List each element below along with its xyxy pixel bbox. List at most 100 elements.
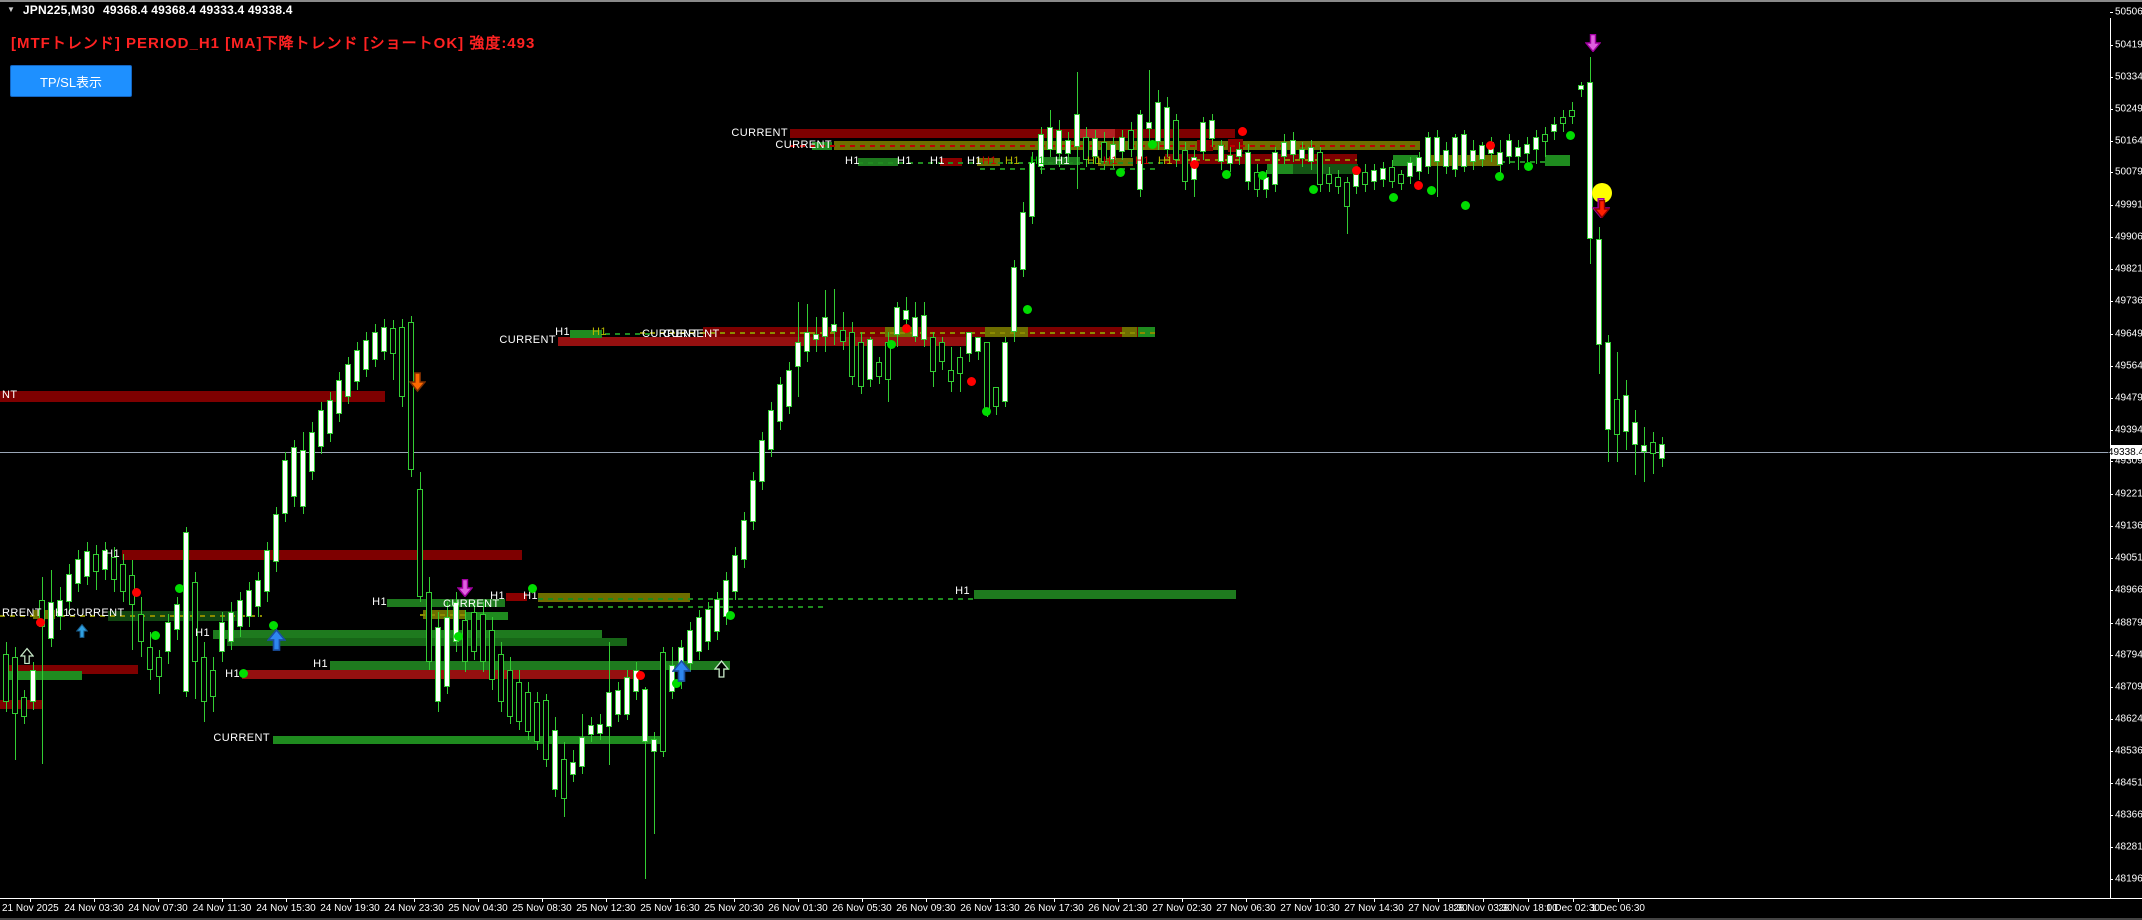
candle-body	[795, 342, 801, 367]
candle-body	[1524, 144, 1530, 154]
candle-body	[201, 657, 207, 702]
dashed-level-line	[538, 606, 825, 608]
green-signal-dot	[1023, 305, 1032, 314]
candle-wick	[951, 347, 952, 392]
candle-body	[1128, 130, 1134, 150]
candle-wick	[834, 289, 835, 345]
price-axis-tick	[2110, 623, 2113, 624]
candle-body	[102, 550, 108, 570]
zone-bar	[273, 736, 660, 744]
zone-bar	[213, 630, 602, 639]
time-axis-tick	[1118, 898, 1119, 902]
price-axis-label: 48536.5	[2115, 745, 2142, 757]
candle-body	[543, 700, 549, 760]
price-axis[interactable]: 50506.5 50419.0 50334.0 50249.0 50164.0 50079…	[2110, 2, 2142, 898]
price-axis-label: 48709.0	[2115, 681, 2142, 693]
candle-body	[651, 739, 657, 752]
candle-body	[147, 647, 153, 670]
time-axis-label: 25 Nov 04:30	[448, 903, 508, 914]
time-axis-tick	[286, 898, 287, 902]
time-axis-tick	[862, 898, 863, 902]
candle-body	[1569, 110, 1575, 117]
candle-body	[48, 602, 54, 639]
zone-bar	[465, 612, 508, 620]
collapse-triangle-icon[interactable]: ▼	[7, 5, 15, 14]
time-axis-label: 25 Nov 16:30	[640, 903, 700, 914]
zone-label: CURRENT	[213, 732, 270, 744]
chart-plot-area[interactable]: CURRENT CURRENT H1 H1 H1 H1 H1 H1 H1 H1 H1 H1 H1 H1 CU…	[0, 18, 2110, 898]
zone-bar	[790, 129, 1235, 138]
zone-label: H1	[55, 607, 70, 619]
candle-body	[1353, 174, 1359, 187]
candle-body	[615, 690, 621, 715]
candle-body	[1092, 138, 1098, 157]
time-axis-label: 26 Nov 17:30	[1024, 903, 1084, 914]
candle-body	[1479, 145, 1485, 160]
candle-body	[1452, 137, 1458, 170]
green-signal-dot	[982, 407, 991, 416]
candle-body	[84, 551, 90, 577]
zone-label: H1	[1103, 155, 1118, 167]
price-axis-label: 48966.5	[2115, 584, 2142, 596]
candle-body	[930, 337, 936, 372]
zone-bar	[3, 665, 138, 674]
candle-body	[1515, 147, 1521, 157]
zone-label: H1	[967, 155, 982, 167]
price-axis-tick	[2110, 430, 2113, 431]
candle-body	[705, 609, 711, 642]
zone-label: CURRENT	[68, 607, 125, 619]
candle-body	[669, 665, 675, 692]
current-price-badge: 49338.4	[2107, 445, 2142, 459]
time-axis-tick	[1246, 898, 1247, 902]
candle-body	[1020, 212, 1026, 270]
price-axis-label: 49906.5	[2115, 231, 2142, 243]
candle-body	[1155, 102, 1161, 142]
time-axis-tick	[1438, 898, 1439, 902]
zone-label: H1	[372, 596, 387, 608]
candle-body	[21, 697, 27, 717]
candle-body	[732, 555, 738, 592]
red-signal-dot	[132, 588, 141, 597]
candle-body	[570, 762, 576, 775]
green-signal-dot	[1309, 185, 1318, 194]
candle-body	[1290, 140, 1296, 155]
time-axis-label: 26 Nov 05:30	[832, 903, 892, 914]
time-axis-tick	[606, 898, 607, 902]
time-axis-tick	[1573, 898, 1574, 902]
green-signal-dot	[1461, 201, 1470, 210]
zone-bar	[242, 670, 640, 679]
candle-body	[813, 334, 819, 340]
candle-body	[1632, 422, 1638, 445]
time-axis[interactable]: 21 Nov 2025 24 Nov 03:30 24 Nov 07:30 24 No…	[0, 898, 2142, 918]
candle-body	[579, 737, 585, 767]
time-axis-tick	[478, 898, 479, 902]
time-axis-label: 26 Nov 21:30	[1088, 903, 1148, 914]
candle-body	[633, 670, 639, 692]
price-axis-label: 50334.0	[2115, 71, 2142, 83]
dashed-level-line	[605, 333, 650, 335]
candle-body	[1425, 137, 1431, 167]
candle-body	[804, 332, 810, 352]
candle-body	[417, 489, 423, 597]
zone-label: CURRENT	[642, 328, 699, 340]
symbol-period-label: JPN225,M30	[22, 3, 95, 17]
candle-body	[768, 410, 774, 450]
chart-title-bar: ▼ JPN225,M30 49368.4 49368.4 49333.4 493…	[0, 2, 2142, 18]
candle-body	[1587, 82, 1593, 239]
candle-body	[1371, 170, 1377, 182]
candle-body	[1254, 172, 1260, 190]
candle-body	[561, 759, 567, 799]
price-axis-label: 49309.0	[2115, 455, 2142, 467]
tpsl-toggle-button[interactable]: TP/SL表示	[10, 65, 132, 97]
time-axis-tick	[1310, 898, 1311, 902]
zone-bar	[122, 550, 522, 560]
price-axis-label: 49649.0	[2115, 328, 2142, 340]
price-axis-tick	[2110, 687, 2113, 688]
zone-label: H1	[490, 590, 505, 602]
red-signal-dot	[636, 671, 645, 680]
price-axis-label: 49136.5	[2115, 520, 2142, 532]
green-signal-dot	[269, 621, 278, 630]
time-axis-tick	[798, 898, 799, 902]
candle-body	[399, 327, 405, 397]
zone-label: H1	[955, 585, 970, 597]
